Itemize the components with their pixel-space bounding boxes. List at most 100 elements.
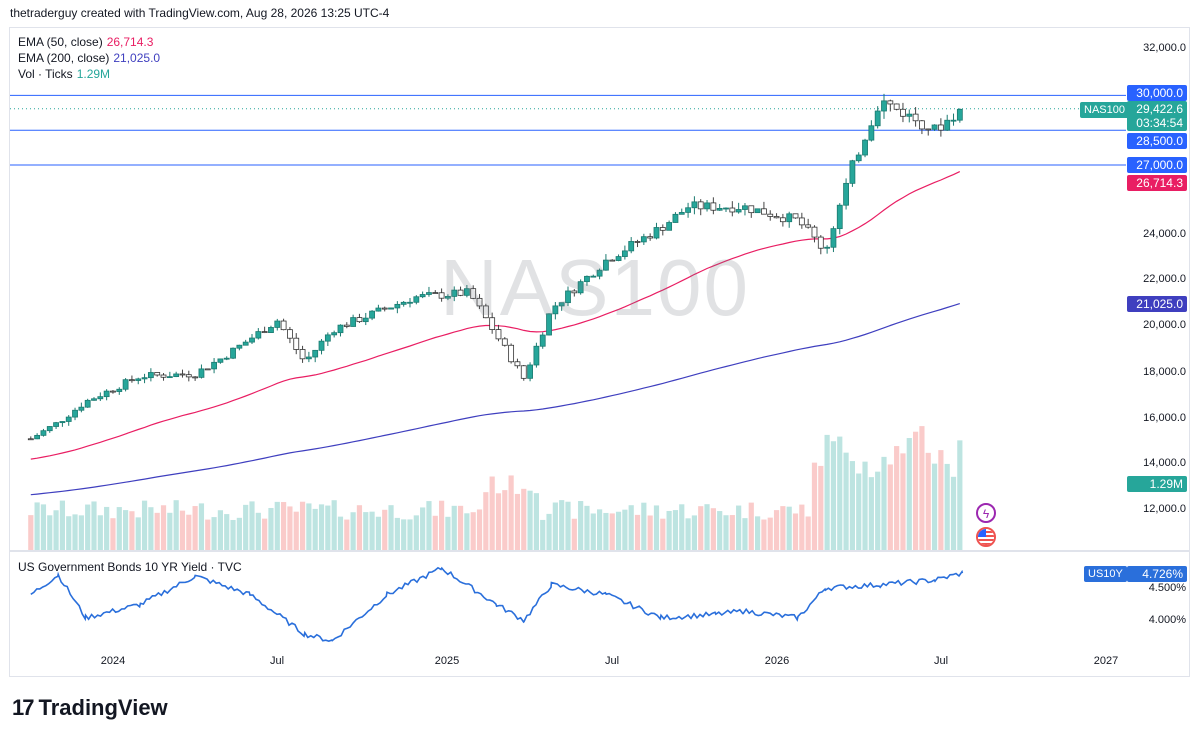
legend-ema200[interactable]: EMA (200, close) 21,025.0: [18, 50, 160, 66]
volume-bar: [268, 507, 274, 550]
candle-body: [596, 269, 603, 277]
volume-bar: [129, 511, 135, 550]
candle-body: [438, 292, 445, 299]
candle-body: [830, 228, 837, 248]
candle-body: [710, 202, 717, 211]
candle-body: [950, 119, 957, 122]
candle-body: [647, 236, 654, 239]
candle-body: [697, 201, 704, 210]
volume-bar: [552, 502, 558, 550]
volume-bar: [830, 441, 837, 550]
candle-body: [792, 213, 799, 219]
volume-bar: [641, 502, 647, 550]
candle-body: [931, 124, 938, 130]
level-28500-badge[interactable]: 28,500.0: [1127, 133, 1187, 149]
ema200-badge[interactable]: 21,025.0: [1127, 296, 1187, 312]
candle-body: [817, 236, 824, 249]
candle-body: [343, 324, 350, 327]
volume-bar: [597, 509, 603, 550]
candle-body: [53, 422, 59, 427]
candle-body: [944, 119, 951, 131]
y-tick: 16,000.0: [1143, 412, 1186, 424]
volume-bar: [565, 501, 571, 550]
candle-body: [72, 409, 78, 418]
volume-bar: [287, 506, 293, 550]
volume-bar: [666, 510, 672, 550]
tradingview-brand[interactable]: 17 TradingView: [12, 695, 168, 721]
candle-body: [881, 100, 887, 112]
candle-body: [836, 204, 843, 230]
candle-body: [558, 302, 565, 307]
volume-bar: [698, 506, 704, 550]
candle-body: [432, 292, 439, 294]
us10y-tag[interactable]: US10Y: [1084, 566, 1127, 582]
volume-bar: [792, 513, 799, 550]
lower-pane-title[interactable]: US Government Bonds 10 YR Yield · TVC: [18, 560, 242, 574]
volume-bar: [710, 508, 716, 550]
volume-badge[interactable]: 1.29M: [1127, 476, 1187, 492]
candle-body: [577, 281, 584, 294]
candle-body: [571, 290, 578, 294]
volume-bar: [464, 513, 470, 550]
volume-bar: [780, 506, 786, 550]
volume-bar: [445, 516, 451, 550]
candle-body: [805, 224, 812, 228]
candle-body: [362, 317, 369, 323]
volume-bar: [805, 516, 811, 550]
volume-bar: [110, 518, 116, 550]
us-flag-icon[interactable]: [976, 527, 996, 547]
volume-bar: [615, 511, 622, 550]
candle-body: [748, 205, 755, 214]
candle-body: [811, 226, 818, 238]
legend-vol-label: Vol · Ticks: [18, 67, 73, 81]
volume-bar: [767, 517, 773, 550]
y-tick: 20,000.0: [1143, 319, 1186, 331]
volume-bar: [236, 517, 242, 550]
legend-ema50[interactable]: EMA (50, close) 26,714.3: [18, 34, 153, 50]
volume-bar: [761, 519, 767, 550]
volume-bar: [647, 515, 653, 550]
y-tick: 12,000.0: [1143, 503, 1186, 515]
candle-body: [350, 317, 357, 327]
volume-bar: [47, 515, 53, 550]
volume-bar: [141, 500, 148, 550]
x-tick: 2024: [100, 655, 126, 667]
ema50-badge[interactable]: 26,714.3: [1127, 175, 1187, 191]
candle-body: [527, 364, 533, 379]
us10y-value-badge[interactable]: 4.726%: [1127, 566, 1187, 582]
level-27000-badge[interactable]: 27,000.0: [1127, 157, 1187, 173]
candle-body: [501, 338, 508, 346]
level-30000-badge[interactable]: 30,000.0: [1127, 85, 1187, 101]
candle-body: [767, 213, 774, 217]
candle-body: [198, 368, 205, 378]
candle-body: [324, 334, 331, 342]
last-price-badge[interactable]: 29,422.6 03:34:54: [1127, 101, 1187, 131]
candle-body: [135, 378, 142, 381]
candle-body: [154, 372, 161, 376]
volume-bar: [344, 519, 350, 550]
volume-bar: [679, 504, 685, 550]
candle-body: [773, 216, 780, 219]
lightning-icon[interactable]: ϟ: [976, 503, 996, 523]
yield-tick: 4.000%: [1148, 614, 1186, 626]
volume-bar: [919, 426, 925, 550]
candle-body: [893, 103, 900, 110]
tradingview-logo-icon: 17: [12, 695, 35, 720]
ema200-line: [30, 303, 960, 496]
candle-body: [261, 331, 268, 334]
candle-body: [116, 388, 123, 392]
symbol-tag[interactable]: NAS100: [1080, 102, 1129, 118]
volume-bar: [578, 501, 584, 550]
volume-bar: [950, 476, 957, 550]
legend-volume[interactable]: Vol · Ticks 1.29M: [18, 66, 110, 82]
candle-body: [729, 207, 736, 213]
volume-bar: [312, 508, 318, 550]
x-tick: 2027: [1093, 655, 1119, 667]
candle-body: [855, 154, 862, 162]
volume-bar: [540, 519, 546, 550]
y-tick: 22,000.0: [1143, 273, 1186, 285]
volume-bar: [78, 515, 84, 550]
volume-bar: [944, 463, 950, 550]
volume-bar: [375, 516, 381, 550]
